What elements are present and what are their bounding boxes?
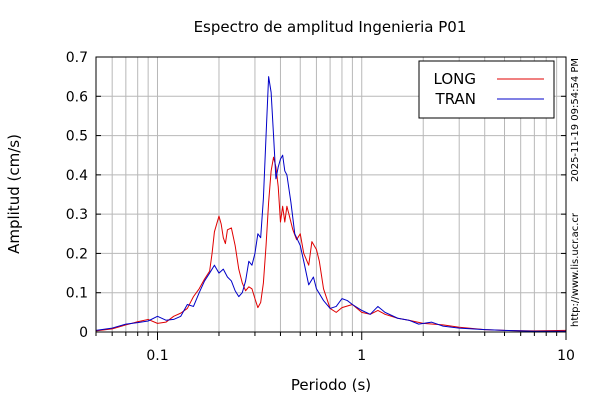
x-tick-label: 10 xyxy=(557,348,575,364)
y-tick-label: 0.3 xyxy=(66,207,88,223)
y-tick-label: 0.7 xyxy=(66,50,88,66)
source-url-text: http://www.lis.ucr.ac.cr xyxy=(570,212,581,327)
series-line-long xyxy=(95,156,567,332)
y-tick-label: 0 xyxy=(79,325,88,341)
y-tick-label: 0.4 xyxy=(66,168,88,184)
series-lines xyxy=(95,76,567,332)
timestamp-text: 2025-11-19 09:54:54 PM xyxy=(570,58,581,182)
series-line-tran xyxy=(95,76,566,332)
chart-title: Espectro de amplitud Ingenieria P01 xyxy=(194,18,467,36)
x-tick-label: 1 xyxy=(357,348,366,364)
y-tick-label: 0.6 xyxy=(66,89,88,105)
legend-label-tran: TRAN xyxy=(435,90,476,108)
x-tick-label: 0.1 xyxy=(146,348,168,364)
plot-frame xyxy=(95,56,567,333)
x-axis-label: Periodo (s) xyxy=(291,376,371,394)
y-tick-label: 0.5 xyxy=(66,129,88,145)
legend-box xyxy=(418,60,555,119)
y-axis-label: Amplitud (cm/s) xyxy=(5,134,23,254)
y-tick-label: 0.2 xyxy=(66,246,88,262)
legend: LONG TRAN xyxy=(418,60,555,119)
legend-label-long: LONG xyxy=(434,70,476,88)
y-tick-label: 0.1 xyxy=(66,286,88,302)
axis-ticks: 0 0.1 0.2 0.3 0.4 0.5 0.6 0.7 0.1 1 10 xyxy=(66,50,575,364)
